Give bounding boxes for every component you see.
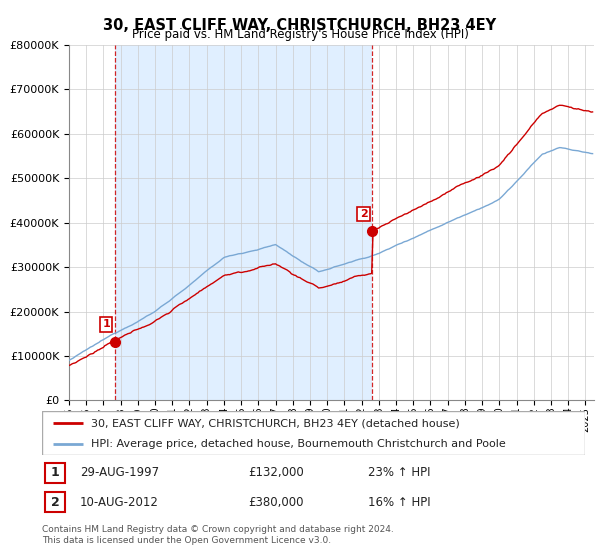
- Text: 2: 2: [50, 496, 59, 509]
- Text: 10-AUG-2012: 10-AUG-2012: [80, 496, 159, 509]
- Text: 1: 1: [50, 466, 59, 479]
- Text: 30, EAST CLIFF WAY, CHRISTCHURCH, BH23 4EY: 30, EAST CLIFF WAY, CHRISTCHURCH, BH23 4…: [103, 18, 497, 33]
- Text: Price paid vs. HM Land Registry's House Price Index (HPI): Price paid vs. HM Land Registry's House …: [131, 28, 469, 41]
- Text: HPI: Average price, detached house, Bournemouth Christchurch and Poole: HPI: Average price, detached house, Bour…: [91, 439, 506, 449]
- Bar: [115, 45, 372, 400]
- Text: 2: 2: [359, 209, 367, 219]
- Text: 16% ↑ HPI: 16% ↑ HPI: [368, 496, 430, 509]
- Text: £380,000: £380,000: [248, 496, 304, 509]
- Text: £132,000: £132,000: [248, 466, 304, 479]
- Text: 1: 1: [103, 319, 110, 329]
- Text: 23% ↑ HPI: 23% ↑ HPI: [368, 466, 430, 479]
- Text: Contains HM Land Registry data © Crown copyright and database right 2024.
This d: Contains HM Land Registry data © Crown c…: [42, 525, 394, 545]
- FancyBboxPatch shape: [45, 492, 65, 512]
- FancyBboxPatch shape: [45, 463, 65, 483]
- Text: 30, EAST CLIFF WAY, CHRISTCHURCH, BH23 4EY (detached house): 30, EAST CLIFF WAY, CHRISTCHURCH, BH23 4…: [91, 418, 460, 428]
- Text: 29-AUG-1997: 29-AUG-1997: [80, 466, 159, 479]
